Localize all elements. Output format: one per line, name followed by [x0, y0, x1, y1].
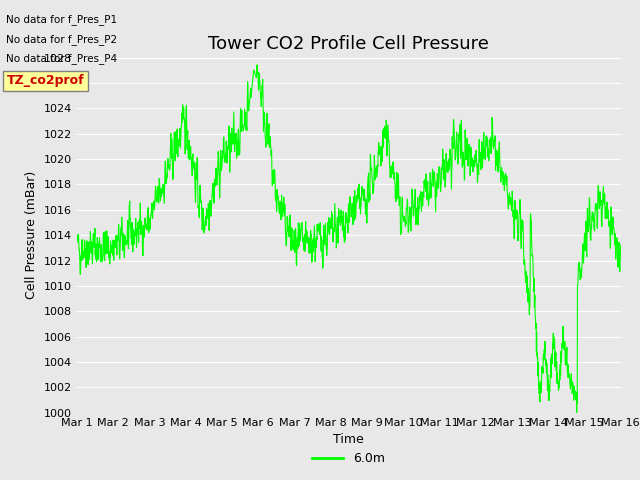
6.0m [569, 380, 577, 386]
Text: TZ_co2prof: TZ_co2prof [6, 74, 84, 87]
Title: Tower CO2 Profile Cell Pressure: Tower CO2 Profile Cell Pressure [209, 35, 489, 53]
6.0m [253, 62, 261, 68]
6.0m [584, 228, 592, 234]
6.0m [573, 409, 580, 415]
6.0m [507, 201, 515, 206]
Line: 6.0m: 6.0m [77, 65, 621, 412]
X-axis label: Time: Time [333, 433, 364, 446]
6.0m [376, 151, 384, 157]
6.0m [225, 139, 232, 144]
6.0m [617, 242, 625, 248]
Text: No data for f_Pres_P1: No data for f_Pres_P1 [6, 14, 118, 25]
Y-axis label: Cell Pressure (mBar): Cell Pressure (mBar) [25, 171, 38, 300]
Text: No data for f_Pres_P2: No data for f_Pres_P2 [6, 34, 118, 45]
Text: No data for f_Pres_P4: No data for f_Pres_P4 [6, 53, 118, 64]
6.0m [365, 170, 372, 176]
Legend: 6.0m: 6.0m [307, 447, 390, 470]
6.0m [73, 240, 81, 245]
